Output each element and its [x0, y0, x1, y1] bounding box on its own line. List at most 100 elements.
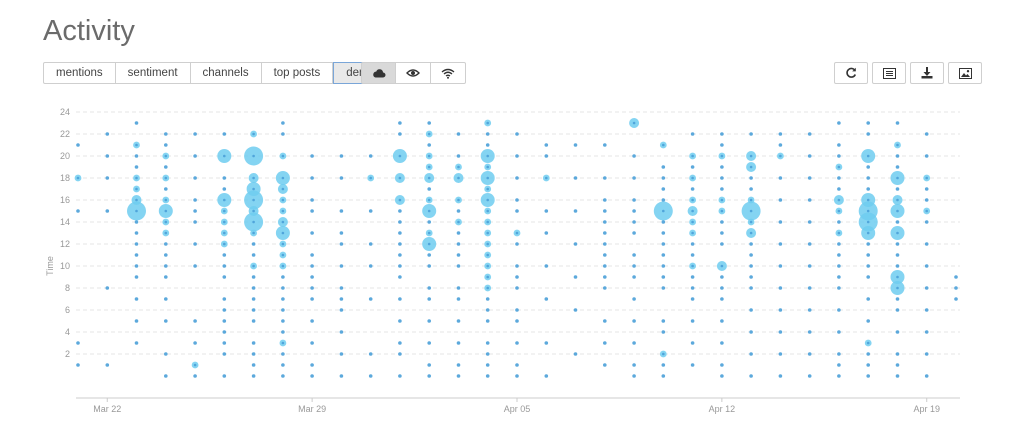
density-bubble[interactable]: [866, 121, 870, 125]
density-bubble[interactable]: [398, 121, 402, 125]
density-bubble[interactable]: [573, 352, 578, 356]
density-bubble[interactable]: [690, 242, 695, 246]
density-bubble[interactable]: [690, 132, 695, 136]
density-bubble[interactable]: [807, 374, 812, 378]
density-bubble[interactable]: [193, 176, 197, 180]
density-bubble[interactable]: [193, 242, 197, 246]
density-bubble[interactable]: [866, 352, 870, 356]
density-bubble[interactable]: [398, 209, 402, 213]
density-bubble[interactable]: [485, 341, 490, 345]
density-bubble[interactable]: [427, 374, 432, 378]
density-bubble[interactable]: [456, 319, 461, 323]
density-bubble[interactable]: [661, 242, 666, 246]
density-bubble[interactable]: [281, 121, 285, 125]
density-bubble[interactable]: [749, 275, 753, 279]
density-bubble[interactable]: [573, 242, 578, 246]
density-bubble[interactable]: [895, 187, 900, 191]
density-bubble[interactable]: [807, 242, 812, 246]
density-bubble[interactable]: [339, 176, 344, 180]
density-bubble[interactable]: [544, 264, 549, 268]
density-bubble[interactable]: [690, 286, 695, 290]
density-bubble[interactable]: [251, 297, 256, 301]
density-bubble[interactable]: [134, 275, 139, 279]
density-bubble[interactable]: [281, 319, 285, 323]
density-bubble[interactable]: [164, 352, 168, 356]
density-bubble[interactable]: [632, 363, 636, 367]
density-bubble[interactable]: [368, 374, 373, 378]
density-bubble[interactable]: [632, 176, 636, 180]
density-bubble[interactable]: [837, 352, 841, 356]
density-bubble[interactable]: [866, 374, 870, 378]
density-bubble[interactable]: [105, 209, 110, 213]
density-bubble[interactable]: [281, 374, 285, 378]
density-bubble[interactable]: [661, 330, 666, 334]
density-bubble[interactable]: [222, 187, 227, 191]
density-bubble[interactable]: [164, 253, 168, 257]
density-bubble[interactable]: [837, 176, 841, 180]
density-bubble[interactable]: [193, 341, 197, 345]
density-bubble[interactable]: [632, 154, 636, 158]
density-bubble[interactable]: [895, 297, 900, 301]
density-bubble[interactable]: [837, 220, 841, 224]
density-bubble[interactable]: [544, 143, 549, 147]
density-bubble[interactable]: [778, 264, 783, 268]
density-bubble[interactable]: [661, 165, 666, 169]
density-bubble[interactable]: [837, 187, 841, 191]
density-bubble[interactable]: [427, 297, 432, 301]
density-bubble[interactable]: [720, 341, 724, 345]
density-bubble[interactable]: [515, 286, 519, 290]
density-bubble[interactable]: [544, 231, 549, 235]
density-bubble[interactable]: [749, 374, 753, 378]
density-bubble[interactable]: [690, 319, 695, 323]
density-bubble[interactable]: [778, 308, 783, 312]
density-bubble[interactable]: [310, 363, 314, 367]
density-bubble[interactable]: [749, 330, 753, 334]
density-bubble[interactable]: [368, 242, 373, 246]
density-bubble[interactable]: [164, 242, 168, 246]
density-bubble[interactable]: [164, 165, 168, 169]
density-bubble[interactable]: [193, 264, 197, 268]
density-bubble[interactable]: [398, 352, 402, 356]
density-bubble[interactable]: [954, 297, 958, 301]
density-bubble[interactable]: [485, 132, 490, 136]
density-bubble[interactable]: [661, 187, 666, 191]
density-bubble[interactable]: [134, 297, 139, 301]
density-bubble[interactable]: [222, 330, 227, 334]
density-bubble[interactable]: [837, 363, 841, 367]
density-bubble[interactable]: [310, 374, 314, 378]
density-bubble[interactable]: [603, 363, 607, 367]
density-bubble[interactable]: [632, 198, 636, 202]
density-bubble[interactable]: [485, 297, 490, 301]
density-bubble[interactable]: [339, 209, 344, 213]
density-bubble[interactable]: [720, 231, 724, 235]
density-bubble[interactable]: [544, 341, 549, 345]
density-bubble[interactable]: [720, 242, 724, 246]
density-bubble[interactable]: [807, 154, 812, 158]
density-bubble[interactable]: [661, 374, 666, 378]
density-bubble[interactable]: [895, 121, 900, 125]
density-bubble[interactable]: [544, 297, 549, 301]
density-bubble[interactable]: [866, 242, 870, 246]
density-bubble[interactable]: [720, 286, 724, 290]
density-bubble[interactable]: [398, 220, 402, 224]
density-bubble[interactable]: [310, 286, 314, 290]
density-bubble[interactable]: [720, 187, 724, 191]
density-bubble[interactable]: [398, 297, 402, 301]
density-bubble[interactable]: [720, 132, 724, 136]
density-bubble[interactable]: [222, 319, 227, 323]
cloud-view-button[interactable]: [361, 62, 396, 84]
density-bubble[interactable]: [924, 352, 929, 356]
density-bubble[interactable]: [807, 308, 812, 312]
density-bubble[interactable]: [632, 319, 636, 323]
density-bubble[interactable]: [515, 198, 519, 202]
density-bubble[interactable]: [222, 275, 227, 279]
export-image-button[interactable]: [948, 62, 982, 84]
density-bubble[interactable]: [427, 187, 432, 191]
density-bubble[interactable]: [164, 264, 168, 268]
density-bubble[interactable]: [456, 297, 461, 301]
density-bubble[interactable]: [398, 231, 402, 235]
density-bubble[interactable]: [251, 242, 256, 246]
density-bubble[interactable]: [193, 374, 197, 378]
tab-mentions[interactable]: mentions: [43, 62, 116, 84]
density-bubble[interactable]: [749, 242, 753, 246]
